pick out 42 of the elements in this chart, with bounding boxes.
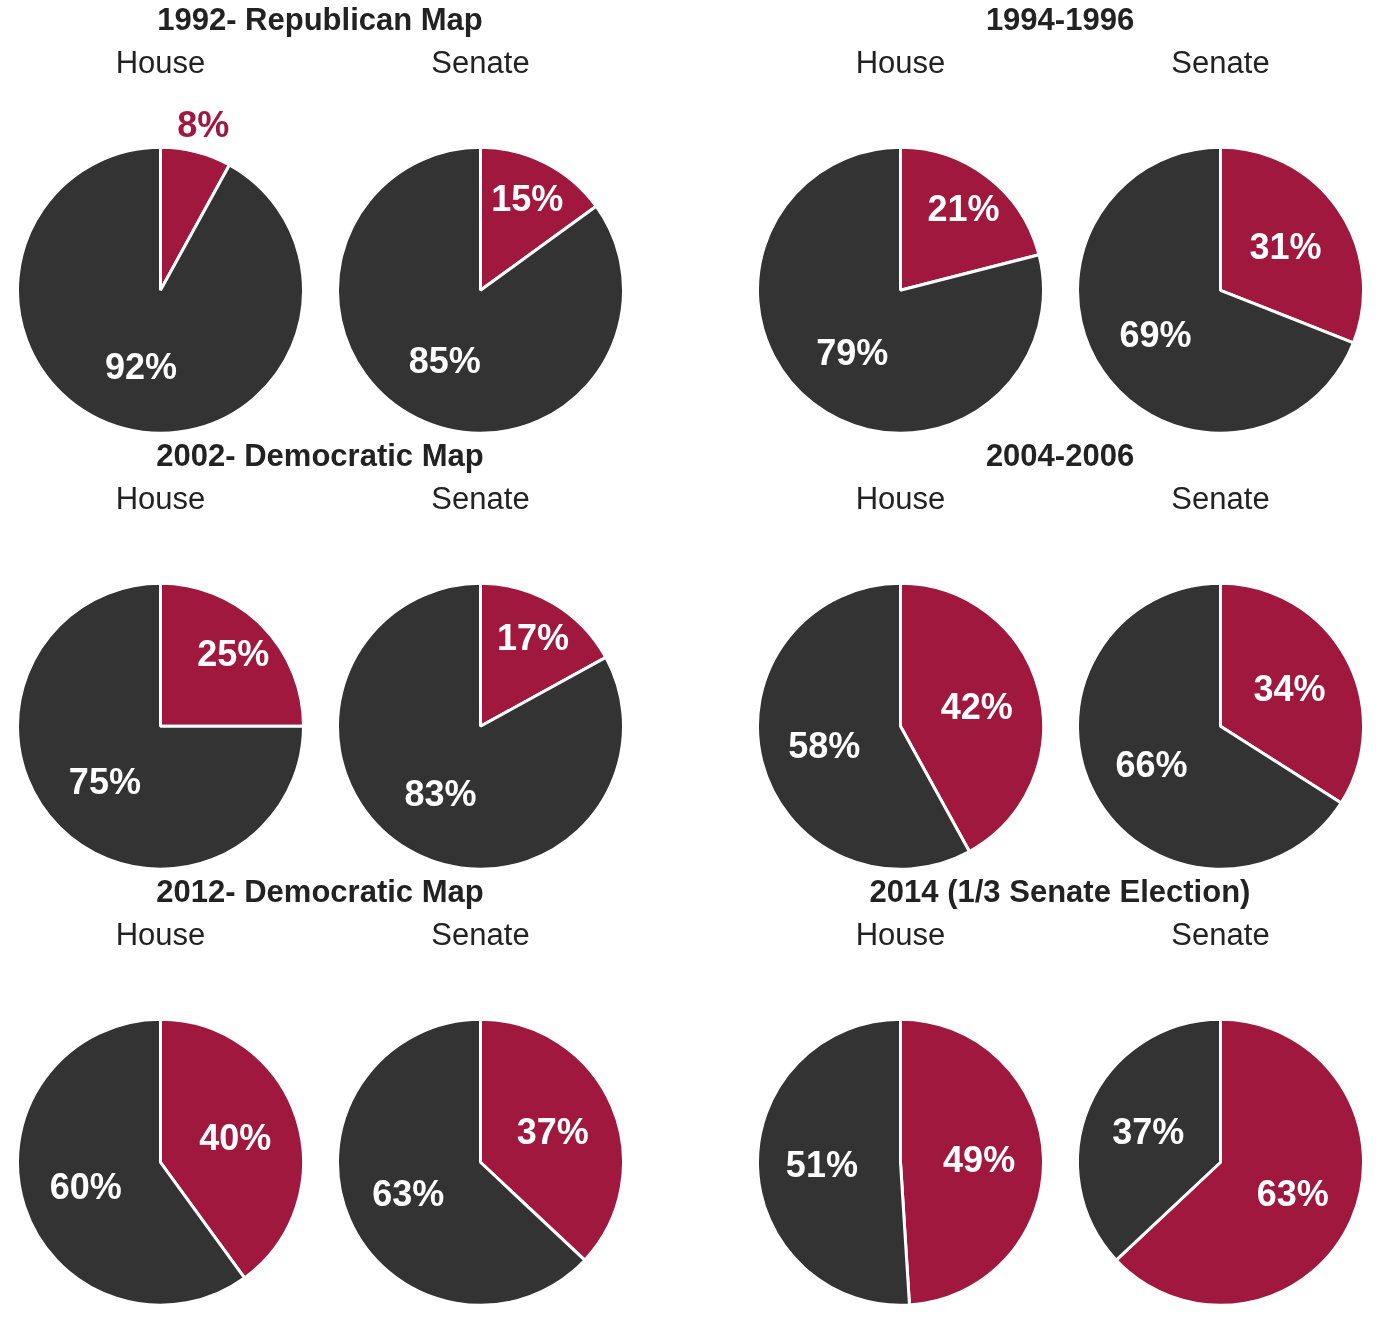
chart-subtitle: House bbox=[855, 916, 946, 952]
data-label: 69% bbox=[1119, 313, 1192, 355]
data-label: 58% bbox=[788, 725, 861, 767]
chart-subtitle: Senate bbox=[1171, 480, 1270, 516]
chart-subtitle: Senate bbox=[1171, 916, 1270, 952]
chart-subtitle: Senate bbox=[431, 44, 530, 80]
data-label: 79% bbox=[816, 331, 889, 373]
data-label: 21% bbox=[927, 188, 1000, 230]
data-label: 75% bbox=[68, 761, 141, 803]
chart-subtitle: House bbox=[855, 44, 946, 80]
data-label: 63% bbox=[1256, 1173, 1329, 1215]
data-label: 83% bbox=[404, 773, 477, 815]
chart-subtitle: House bbox=[115, 916, 206, 952]
data-label: 40% bbox=[199, 1117, 272, 1159]
data-label: 66% bbox=[1115, 743, 1188, 785]
data-label: 37% bbox=[516, 1110, 589, 1152]
data-label: 92% bbox=[104, 345, 177, 387]
chart-subtitle: Senate bbox=[431, 916, 530, 952]
chart-subtitle: House bbox=[115, 480, 206, 516]
data-label: 63% bbox=[372, 1173, 445, 1215]
chart-title: 2014 (1/3 Senate Election) bbox=[869, 873, 1251, 911]
data-label: 25% bbox=[197, 632, 270, 674]
data-label: 31% bbox=[1249, 225, 1322, 267]
chart-title: 1994-1996 bbox=[985, 1, 1135, 39]
chart-title: 2012- Democratic Map bbox=[156, 873, 484, 911]
data-label: 85% bbox=[408, 339, 481, 381]
chart-subtitle: Senate bbox=[1171, 44, 1270, 80]
data-label: 49% bbox=[943, 1139, 1016, 1181]
chart-title: 1992- Republican Map bbox=[157, 1, 483, 39]
chart-subtitle: House bbox=[115, 44, 206, 80]
data-label: 15% bbox=[491, 178, 564, 220]
data-label: 8% bbox=[177, 103, 230, 145]
data-label: 37% bbox=[1112, 1110, 1185, 1152]
chart-title: 2004-2006 bbox=[985, 437, 1135, 475]
data-label: 60% bbox=[49, 1166, 122, 1208]
data-label: 34% bbox=[1253, 667, 1326, 709]
data-label: 42% bbox=[940, 686, 1013, 728]
data-label: 51% bbox=[785, 1144, 858, 1186]
chart-title: 2002- Democratic Map bbox=[156, 437, 484, 475]
chart-subtitle: House bbox=[855, 480, 946, 516]
data-label: 17% bbox=[496, 617, 569, 659]
chart-subtitle: Senate bbox=[431, 480, 530, 516]
